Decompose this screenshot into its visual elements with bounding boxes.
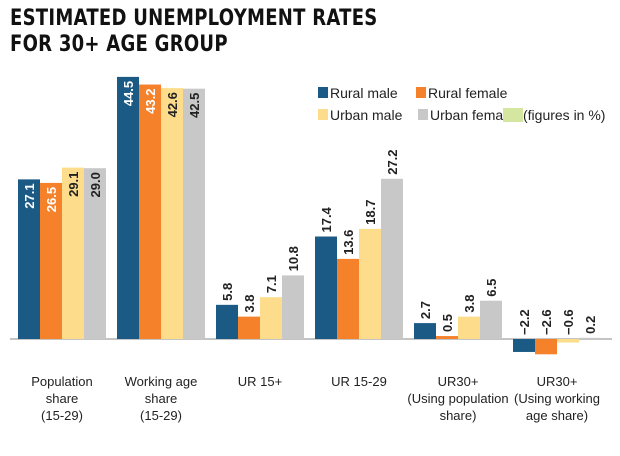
legend-swatch [418, 109, 428, 120]
legend-swatch-note [503, 108, 523, 122]
category-label: (Using population [407, 391, 508, 406]
category-label: (Using working [514, 391, 600, 406]
value-label: 2.7 [418, 301, 433, 319]
value-label: 17.4 [319, 206, 334, 232]
legend-swatch [318, 87, 328, 98]
value-label: 5.8 [220, 283, 235, 301]
value-label: 3.8 [242, 295, 257, 313]
bar-urban-male [557, 339, 579, 343]
legend-label: Rural male [330, 85, 398, 101]
category-label: UR 15+ [238, 374, 282, 389]
category-label: age share) [526, 408, 588, 423]
bar-urban-male [62, 167, 84, 339]
category-label: share [46, 391, 79, 406]
bar-urban-female [381, 178, 403, 339]
bar-rural-female [535, 339, 557, 355]
value-label: 26.5 [44, 187, 59, 212]
category-label: Working age [125, 374, 198, 389]
bar-rural-male [315, 236, 337, 339]
value-label: 43.2 [143, 89, 158, 114]
category-label: share) [440, 408, 477, 423]
bar-rural-male [117, 76, 139, 340]
value-label: 6.5 [484, 279, 499, 297]
value-label: 0.2 [583, 316, 598, 334]
bar-urban-female [84, 168, 106, 339]
category-label: Population [31, 374, 92, 389]
value-label: 44.5 [121, 81, 136, 106]
value-label: −2.2 [517, 309, 532, 335]
value-label: 18.7 [363, 200, 378, 225]
category-label: (15-29) [41, 408, 83, 423]
legend-swatch [318, 109, 328, 120]
value-label: 13.6 [341, 230, 356, 255]
category-label: UR30+ [537, 374, 578, 389]
legend-swatch [416, 87, 426, 98]
bar-urban-female [579, 337, 601, 339]
value-label: −0.6 [561, 309, 576, 335]
category-label: share [145, 391, 178, 406]
bar-rural-male [513, 339, 535, 352]
value-label: 3.8 [462, 295, 477, 313]
chart-title-line-2: FOR 30+ AGE GROUP [10, 32, 228, 57]
legend-label: Urban female [430, 107, 514, 123]
bar-rural-female [436, 336, 458, 339]
bar-rural-female [139, 84, 161, 339]
category-label: UR30+ [438, 374, 479, 389]
value-label: 7.1 [264, 275, 279, 293]
value-label: 0.5 [440, 314, 455, 332]
bar-urban-female [282, 275, 304, 339]
legend-label: Rural female [428, 85, 508, 101]
bar-urban-female [480, 300, 502, 339]
bar-rural-female [40, 182, 62, 339]
value-label: 27.2 [385, 149, 400, 174]
bar-urban-female [183, 88, 205, 339]
bar-rural-female [238, 316, 260, 339]
value-label: −2.6 [539, 309, 554, 335]
value-label: 10.8 [286, 246, 301, 271]
value-label: 27.1 [22, 183, 37, 208]
bar-urban-male [458, 316, 480, 339]
category-label: (15-29) [140, 408, 182, 423]
bar-urban-male [161, 88, 183, 339]
category-label: UR 15-29 [331, 374, 387, 389]
value-label: 29.0 [88, 172, 103, 197]
legend-label: Urban male [330, 107, 403, 123]
chart-title-line-1: ESTIMATED UNEMPLOYMENT RATES [10, 6, 378, 31]
note-label: (figures in %) [523, 107, 605, 123]
bar-rural-female [337, 258, 359, 339]
bar-urban-male [260, 297, 282, 339]
value-label: 29.1 [66, 172, 81, 197]
bar-rural-male [18, 179, 40, 339]
bar-rural-male [414, 323, 436, 339]
bar-urban-male [359, 228, 381, 339]
value-label: 42.5 [187, 93, 202, 118]
bar-rural-male [216, 304, 238, 339]
value-label: 42.6 [165, 92, 180, 117]
